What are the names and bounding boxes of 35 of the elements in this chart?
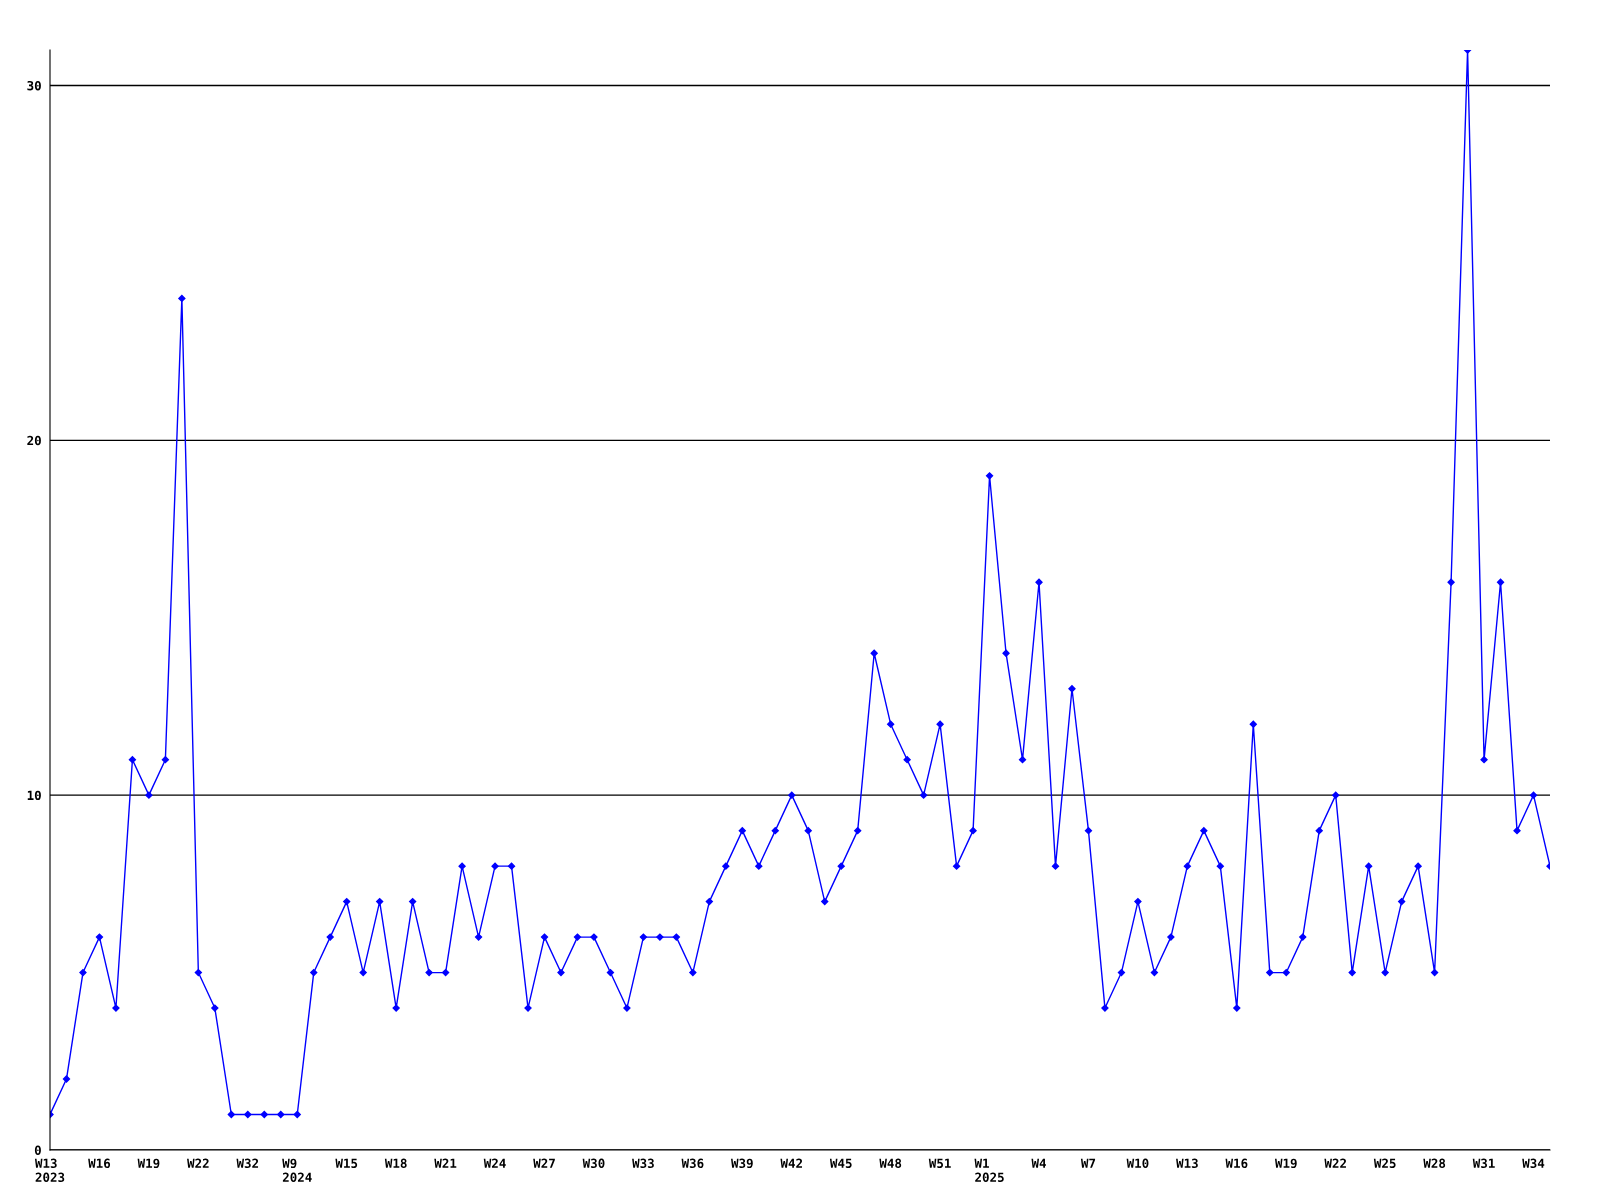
x-tick-label: W39 [731, 1158, 753, 1169]
y-tick-label: 10 [27, 790, 41, 801]
x-tick-label: W16 [88, 1158, 111, 1169]
x-tick-label: W51 [928, 1158, 951, 1169]
x-tick-label: W7 [1080, 1158, 1096, 1168]
x-tick-label: W21 [434, 1158, 457, 1168]
x-tick-label: W48 [879, 1158, 902, 1169]
x-tick-label: W15 [335, 1158, 358, 1169]
x-tick-label: W31 [1472, 1158, 1495, 1169]
x-tick-label: W42 [780, 1158, 803, 1168]
x-tick-label: W13 2023 [34, 1158, 65, 1183]
x-tick-label: W36 [681, 1158, 704, 1169]
x-tick-label: W27 [533, 1158, 555, 1168]
x-tick-label: W25 [1373, 1158, 1396, 1169]
x-tick-label: W45 [829, 1158, 852, 1169]
x-tick-label: W24 [483, 1158, 506, 1168]
x-tick-label: W32 [236, 1158, 259, 1169]
x-tick-label: W4 [1031, 1158, 1046, 1168]
x-tick-label: W13 [1176, 1158, 1198, 1169]
x-tick-label: W33 [632, 1158, 654, 1169]
x-tick-label: W18 [384, 1158, 407, 1169]
x-tick-label: W30 [582, 1158, 605, 1169]
y-tick-label: 30 [27, 80, 41, 91]
x-tick-label: W1 2025 [974, 1158, 1004, 1183]
x-tick-label: W19 [137, 1158, 160, 1169]
x-tick-label: W10 [1126, 1158, 1149, 1169]
x-tick-label: W34 [1522, 1158, 1545, 1169]
x-tick-label: W22 [187, 1158, 209, 1168]
y-tick-label: 0 [34, 1145, 41, 1155]
x-tick-label: W19 [1274, 1158, 1297, 1169]
x-tick-label: W22 [1324, 1158, 1346, 1168]
x-tick-label: W16 [1225, 1158, 1248, 1169]
x-tick-label: W28 [1423, 1158, 1446, 1169]
y-tick-label: 20 [27, 435, 41, 446]
x-tick-label: W9 2024 [282, 1158, 312, 1183]
